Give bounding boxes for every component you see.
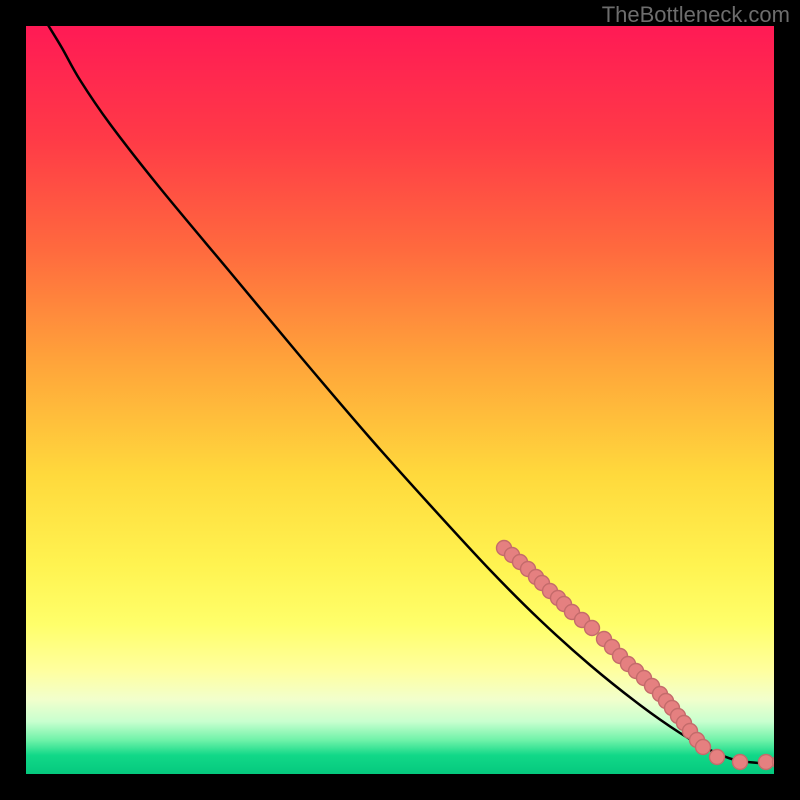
bottleneck-chart <box>0 0 800 800</box>
gradient-background <box>26 26 774 774</box>
data-marker <box>759 755 774 770</box>
watermark-text: TheBottleneck.com <box>602 2 790 28</box>
data-marker <box>585 621 600 636</box>
data-marker <box>773 755 788 770</box>
data-marker <box>733 755 748 770</box>
data-marker <box>710 750 725 765</box>
data-marker <box>696 740 711 755</box>
